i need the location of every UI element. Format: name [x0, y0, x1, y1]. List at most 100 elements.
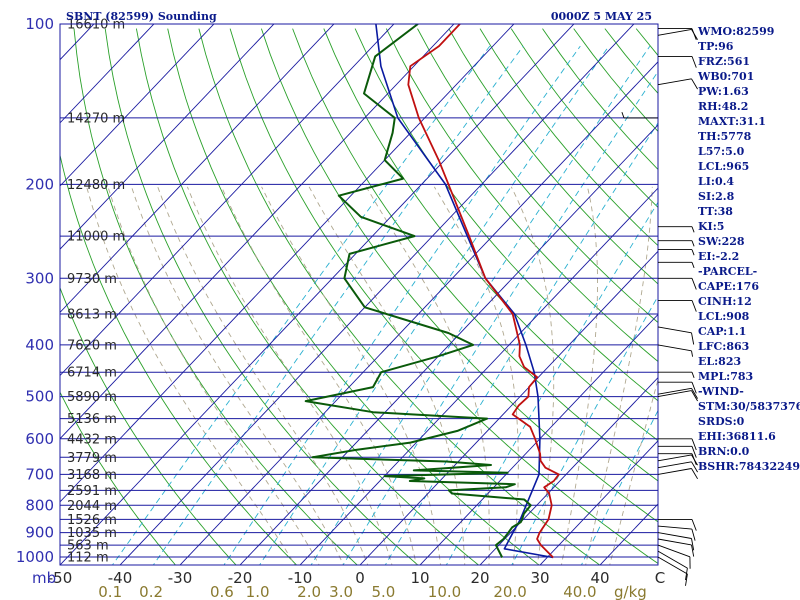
height-label: 3779 m: [67, 451, 117, 466]
mixing-ratio-line: [384, 122, 658, 565]
dry-adiabat-line: [198, 28, 601, 565]
wind-barb: [657, 525, 696, 541]
index-value: RH:48.2: [698, 100, 748, 113]
height-label: 5136 m: [67, 412, 117, 427]
dry-adiabat-line: [135, 28, 480, 565]
height-label: 3168 m: [67, 468, 117, 483]
dry-adiabat-line: [60, 391, 176, 565]
mixing-ratio-tick-label: 5.0: [371, 583, 395, 600]
wind-barb-flag: [691, 332, 695, 345]
mixing-ratio-tick-labels: 0.1 0.2 0.6 1.0 2.0 3.0 5.0 10.0 20.0 40.0: [98, 583, 596, 600]
pressure-unit-label: mb: [32, 569, 56, 587]
isotherm-line: [239, 124, 658, 565]
height-label: 9730 m: [67, 272, 117, 287]
temperature-tick-label: -10: [288, 569, 313, 587]
wind-barb: [658, 518, 697, 531]
index-value: FRZ:561: [698, 55, 750, 68]
height-label: 7620 m: [67, 338, 117, 353]
dry-adiabat-line: [167, 28, 540, 565]
index-value: L57:5.0: [698, 145, 745, 158]
wind-barb-staff: [657, 28, 692, 36]
wind-barb: [657, 390, 698, 402]
index-value: EL:823: [698, 355, 741, 368]
isotherm-line: [479, 376, 658, 565]
dry-adiabat-line: [323, 28, 658, 442]
wind-barb: [658, 277, 697, 290]
index-value: SRDS:0: [698, 415, 745, 428]
height-label: 1035 m: [67, 526, 117, 541]
isotherm-line: [60, 24, 155, 124]
chart-datetime: 0000Z 5 MAY 25: [551, 10, 652, 23]
mixing-ratio-line: [259, 45, 610, 565]
pressure-tick-label: 800: [25, 496, 54, 514]
dry-adiabat-line: [260, 28, 658, 523]
mixing-ratio-unit-label: g/kg: [614, 583, 647, 600]
wind-barb-flag: [691, 240, 695, 247]
wind-barb: [658, 445, 697, 458]
height-label: 1526 m: [67, 513, 117, 528]
isobar-lines: [60, 23, 658, 558]
wind-barb-flag: [685, 573, 688, 586]
height-label: 5890 m: [67, 390, 117, 405]
wind-barb: [657, 550, 688, 581]
pressure-tick-label: 700: [25, 465, 54, 483]
wind-barb-flag: [691, 249, 695, 256]
dry-adiabat-line: [73, 28, 358, 565]
temperature-tick-label: 10: [410, 569, 429, 587]
mixing-ratio-tick-label: 3.0: [329, 583, 353, 600]
wind-barb: [658, 371, 695, 378]
isotherm-line: [60, 24, 575, 565]
index-value: CINH:12: [698, 295, 752, 308]
index-value: KI:5: [698, 220, 724, 233]
wind-barb-flag: [691, 390, 698, 402]
mixing-ratio-line: [152, 45, 524, 565]
moist-adiabat-line: [585, 186, 653, 565]
wind-barbs: [621, 28, 698, 586]
profile-lines: [304, 24, 560, 559]
wind-barb-flag: [691, 528, 696, 541]
wind-barb: [657, 344, 694, 357]
index-value: TP:96: [698, 40, 734, 53]
height-label: 563 m: [67, 539, 109, 554]
wind-barb-flag: [691, 300, 697, 312]
dry-adiabat-line: [60, 153, 298, 565]
wind-barb-staff: [657, 538, 692, 546]
grid-lines: [60, 24, 658, 565]
index-value: -WIND-: [698, 385, 744, 398]
mixing-ratio-line: [445, 201, 658, 565]
pressure-tick-label: 1000: [16, 548, 54, 566]
wind-barb-flag: [691, 468, 698, 480]
height-label: 14270 m: [67, 111, 125, 126]
pressure-tick-label: 500: [25, 388, 54, 406]
index-value: BSHR:78432249996: [698, 460, 800, 473]
mixing-ratio-tick-label: 1.0: [246, 583, 270, 600]
moist-adiabat-line: [308, 186, 466, 565]
temperature-line: [407, 24, 560, 559]
index-value: WMO:82599: [697, 25, 774, 38]
wind-barb-flag: [621, 112, 625, 119]
wind-barb: [658, 261, 695, 269]
moist-adiabat-line: [86, 186, 296, 565]
dry-adiabat-line: [60, 286, 237, 565]
index-value: EI:-2.2: [698, 250, 739, 263]
index-value: MPL:783: [698, 370, 753, 383]
isotherm-line: [60, 24, 215, 187]
wind-barb-staff: [657, 544, 691, 558]
wind-barb-flag: [691, 438, 697, 451]
temperature-tick-label: 0: [355, 569, 365, 587]
mixing-ratio-line: [111, 45, 491, 565]
moist-adiabat-line: [433, 186, 519, 565]
wind-barb-staff: [657, 454, 692, 462]
wind-barb-flag: [691, 453, 697, 466]
wind-barb-flag: [691, 278, 697, 290]
wind-barb: [657, 468, 698, 480]
pressure-tick-label: 300: [25, 269, 54, 287]
wind-barb: [657, 326, 695, 345]
wind-barb-staff: [657, 525, 692, 530]
temperature-tick-label: 30: [530, 569, 549, 587]
mixing-ratio-tick-label: 0.2: [139, 583, 163, 600]
wind-barb-flag: [691, 446, 697, 458]
index-value: LCL:965: [698, 160, 749, 173]
moist-adiabat-line: [186, 186, 393, 565]
pressure-tick-label: 200: [25, 175, 54, 193]
